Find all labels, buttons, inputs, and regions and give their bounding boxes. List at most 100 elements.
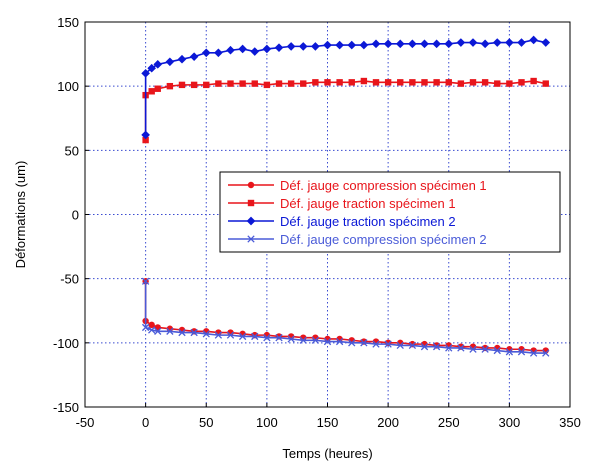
data-point [154, 85, 161, 92]
data-point [372, 79, 380, 86]
data-point [215, 80, 222, 87]
data-point [203, 81, 210, 89]
data-point [505, 348, 514, 356]
data-point-stroke [214, 331, 223, 339]
data-point-stroke [275, 334, 283, 342]
data-point [324, 79, 331, 86]
x-tick-label: 100 [256, 415, 278, 430]
data-point-stroke [481, 345, 489, 353]
data-point [141, 69, 150, 78]
data-point [263, 334, 271, 342]
data-point [494, 80, 501, 87]
data-point [542, 80, 549, 87]
data-point-stroke [141, 323, 150, 332]
data-point [457, 80, 465, 87]
x-tick-label: 350 [559, 415, 581, 430]
x-tick-label: 200 [377, 415, 399, 430]
data-point [312, 79, 319, 86]
data-point [384, 79, 392, 86]
data-point [251, 332, 259, 341]
data-point [300, 80, 307, 87]
data-point-stroke [372, 340, 380, 348]
data-point [201, 48, 211, 58]
legend-label: Déf. jauge compression spécimen 1 [280, 178, 487, 193]
y-tick-label: -50 [60, 272, 79, 287]
data-point [148, 88, 155, 95]
x-tick-label: 250 [438, 415, 460, 430]
legend-marker [247, 181, 255, 189]
data-point [238, 44, 247, 54]
data-point [190, 328, 198, 337]
data-point [408, 341, 417, 350]
data-point [383, 39, 393, 49]
y-tick-label: 100 [57, 79, 79, 94]
data-point [287, 335, 295, 343]
data-point [469, 79, 477, 86]
data-point [178, 81, 186, 89]
x-tick-label: 0 [142, 415, 149, 430]
data-point [445, 344, 453, 352]
x-tick-label: -50 [76, 415, 95, 430]
data-point [347, 40, 357, 50]
data-point [432, 39, 441, 49]
y-axis-label: Déformations (um) [13, 161, 28, 269]
data-point [262, 44, 272, 54]
series [142, 77, 549, 144]
data-point [335, 337, 344, 346]
data-point [287, 80, 295, 87]
data-point [481, 345, 489, 353]
legend-marker [247, 235, 255, 243]
series [141, 35, 551, 140]
data-point-stroke [247, 235, 255, 243]
data-point-stroke [178, 328, 186, 337]
data-point [517, 348, 526, 356]
data-point [239, 80, 246, 87]
data-point-stroke [469, 345, 477, 353]
data-point [348, 79, 355, 86]
data-point [506, 80, 513, 87]
data-point [311, 336, 320, 344]
series [141, 277, 550, 357]
data-point-stroke [190, 328, 198, 337]
data-point-stroke [360, 339, 368, 347]
data-point-stroke [505, 348, 514, 356]
data-point [493, 346, 501, 355]
data-point-stroke [299, 336, 307, 344]
data-point [371, 39, 381, 49]
legend-label: Déf. jauge traction spécimen 1 [280, 196, 456, 211]
data-point [372, 340, 380, 348]
data-point [336, 79, 343, 86]
legend-box [219, 171, 561, 253]
data-point-stroke [148, 326, 156, 334]
data-point-stroke [141, 277, 150, 285]
data-point [457, 344, 465, 352]
data-point [409, 79, 416, 86]
data-point [275, 334, 283, 342]
data-point [298, 42, 308, 51]
legend-item: Déf. jauge traction spécimen 1 [228, 196, 456, 211]
x-tick-label: 150 [317, 415, 339, 430]
data-point-stroke [238, 332, 247, 341]
data-point [227, 80, 234, 87]
data-point [147, 63, 157, 73]
data-point [226, 45, 235, 55]
data-point [360, 77, 368, 85]
data-point-stroke [166, 327, 174, 335]
data-point [141, 323, 150, 332]
data-point-stroke [348, 339, 356, 347]
x-tick-label: 300 [499, 415, 521, 430]
data-point [505, 38, 514, 47]
data-point-stroke [251, 332, 259, 341]
data-point [141, 277, 150, 285]
data-point [456, 38, 466, 47]
series-line [144, 281, 546, 354]
data-point [481, 79, 489, 86]
data-point [166, 82, 174, 90]
legend-item: Déf. jauge traction spécimen 2 [228, 214, 456, 229]
data-point-stroke [529, 349, 538, 357]
data-point-stroke [493, 346, 501, 355]
data-point [469, 345, 477, 353]
data-point [492, 38, 502, 47]
data-point [433, 79, 440, 86]
